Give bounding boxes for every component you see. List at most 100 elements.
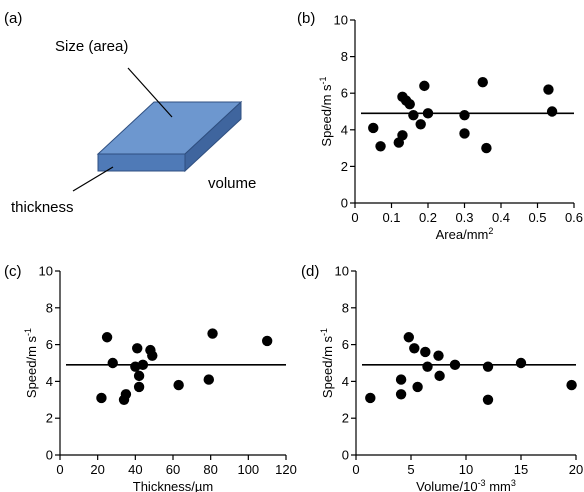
data-point xyxy=(365,392,376,404)
data-point xyxy=(459,109,470,121)
box-side-face xyxy=(184,100,242,173)
y-tick-label: 8 xyxy=(46,300,53,315)
data-point xyxy=(566,379,577,391)
y-tick-label: 10 xyxy=(39,264,53,279)
data-point xyxy=(408,109,419,121)
x-tick-label: 5 xyxy=(407,462,414,477)
data-point xyxy=(203,374,214,385)
size-area-label: Size (area) xyxy=(55,38,128,55)
y-tick-label: 0 xyxy=(341,196,348,211)
data-point xyxy=(132,343,143,354)
x-tick-label: 0.6 xyxy=(565,210,583,225)
diagram-panel: (a) Size (area) volume thickness xyxy=(4,10,256,216)
data-point xyxy=(477,77,488,88)
x-tick-label: 100 xyxy=(237,462,259,477)
data-point xyxy=(515,357,527,369)
panel-label-a: (a) xyxy=(4,10,22,27)
data-point xyxy=(133,381,145,393)
x-tick-label: 0.5 xyxy=(528,210,546,225)
data-point xyxy=(107,357,118,369)
data-point xyxy=(482,394,494,405)
data-point xyxy=(409,343,420,354)
size-pointer-line xyxy=(127,67,173,118)
y-tick-label: 2 xyxy=(46,411,53,426)
data-point xyxy=(412,381,423,393)
thickness-pointer-line xyxy=(72,166,114,192)
y-axis-label: Speed/m s-1 xyxy=(318,76,334,146)
data-point xyxy=(481,142,492,154)
y-tick-label: 6 xyxy=(46,337,53,352)
data-point xyxy=(397,130,408,141)
x-tick-label: 80 xyxy=(203,462,217,477)
data-point xyxy=(403,332,414,343)
x-tick-label: 0 xyxy=(56,462,63,477)
y-tick-label: 2 xyxy=(341,159,348,174)
x-tick-label: 60 xyxy=(166,462,180,477)
data-point xyxy=(96,392,107,404)
x-tick-label: 0.3 xyxy=(455,210,473,225)
data-point xyxy=(368,122,379,134)
data-point xyxy=(120,389,132,400)
y-tick-label: 2 xyxy=(342,411,349,426)
panel-label-b: (b) xyxy=(297,10,315,27)
y-axis-label: Speed/m s-1 xyxy=(23,328,39,398)
y-tick-label: 4 xyxy=(342,374,349,389)
y-tick-label: 6 xyxy=(341,86,348,101)
data-point xyxy=(422,108,434,119)
y-tick-label: 0 xyxy=(46,448,53,463)
x-tick-label: 0 xyxy=(352,462,359,477)
data-point xyxy=(543,84,554,95)
data-point xyxy=(395,389,407,400)
y-tick-label: 4 xyxy=(341,122,348,137)
chart-b: (b) 0 2 4 6 8 10 0 0.1 0.2 0.3 0.4 0.5 0.6 Area/mm2​ Sp… xyxy=(297,10,583,242)
data-point xyxy=(415,119,426,130)
data-point xyxy=(420,346,431,358)
x-axis-label: Area/mm2​ xyxy=(436,226,494,242)
y-axis-label: Speed/m s-1 xyxy=(319,328,335,398)
data-point xyxy=(375,141,386,152)
x-tick-label: 40 xyxy=(128,462,142,477)
x-tick-label: 10 xyxy=(459,462,473,477)
x-tick-label: 20 xyxy=(90,462,104,477)
data-point xyxy=(433,350,444,361)
data-point xyxy=(459,128,470,139)
x-tick-label: 0 xyxy=(351,210,358,225)
data-point xyxy=(101,332,113,343)
data-point xyxy=(137,359,149,371)
y-tick-label: 0 xyxy=(342,448,349,463)
y-tick-label: 6 xyxy=(342,337,349,352)
thickness-label: thickness xyxy=(11,199,74,216)
data-point xyxy=(207,328,218,339)
data-point xyxy=(434,370,445,382)
x-tick-label: 0.2 xyxy=(419,210,437,225)
volume-label: volume xyxy=(208,175,256,192)
y-tick-label: 4 xyxy=(46,374,53,389)
x-axis-label: Volume/10-3​ mm3​ xyxy=(416,478,516,492)
y-tick-label: 8 xyxy=(341,49,348,64)
data-point xyxy=(173,379,184,391)
panel-label-c: (c) xyxy=(4,263,22,280)
data-point xyxy=(147,350,158,361)
panel-label-d: (d) xyxy=(301,263,319,280)
data-point xyxy=(395,374,407,385)
data-point xyxy=(422,361,433,372)
data-point xyxy=(404,98,415,110)
data-point xyxy=(546,106,558,117)
data-point xyxy=(482,361,494,372)
data-point xyxy=(419,80,430,92)
data-point xyxy=(133,370,145,382)
x-tick-label: 20 xyxy=(569,462,583,477)
x-tick-label: 0.1 xyxy=(382,210,400,225)
y-tick-label: 8 xyxy=(342,300,349,315)
data-point xyxy=(261,335,273,347)
x-tick-label: 15 xyxy=(514,462,528,477)
y-tick-label: 10 xyxy=(334,13,348,28)
x-tick-label: 120 xyxy=(275,462,297,477)
chart-d: (d) 0 2 4 6 8 10 0 5 10 15 20 Volume/10-3​ mm3​ Speed… xyxy=(301,263,583,492)
data-point xyxy=(449,359,461,371)
x-tick-label: 0.4 xyxy=(492,210,510,225)
x-axis-label: Thickness/µm xyxy=(133,479,213,492)
y-tick-label: 10 xyxy=(335,264,349,279)
